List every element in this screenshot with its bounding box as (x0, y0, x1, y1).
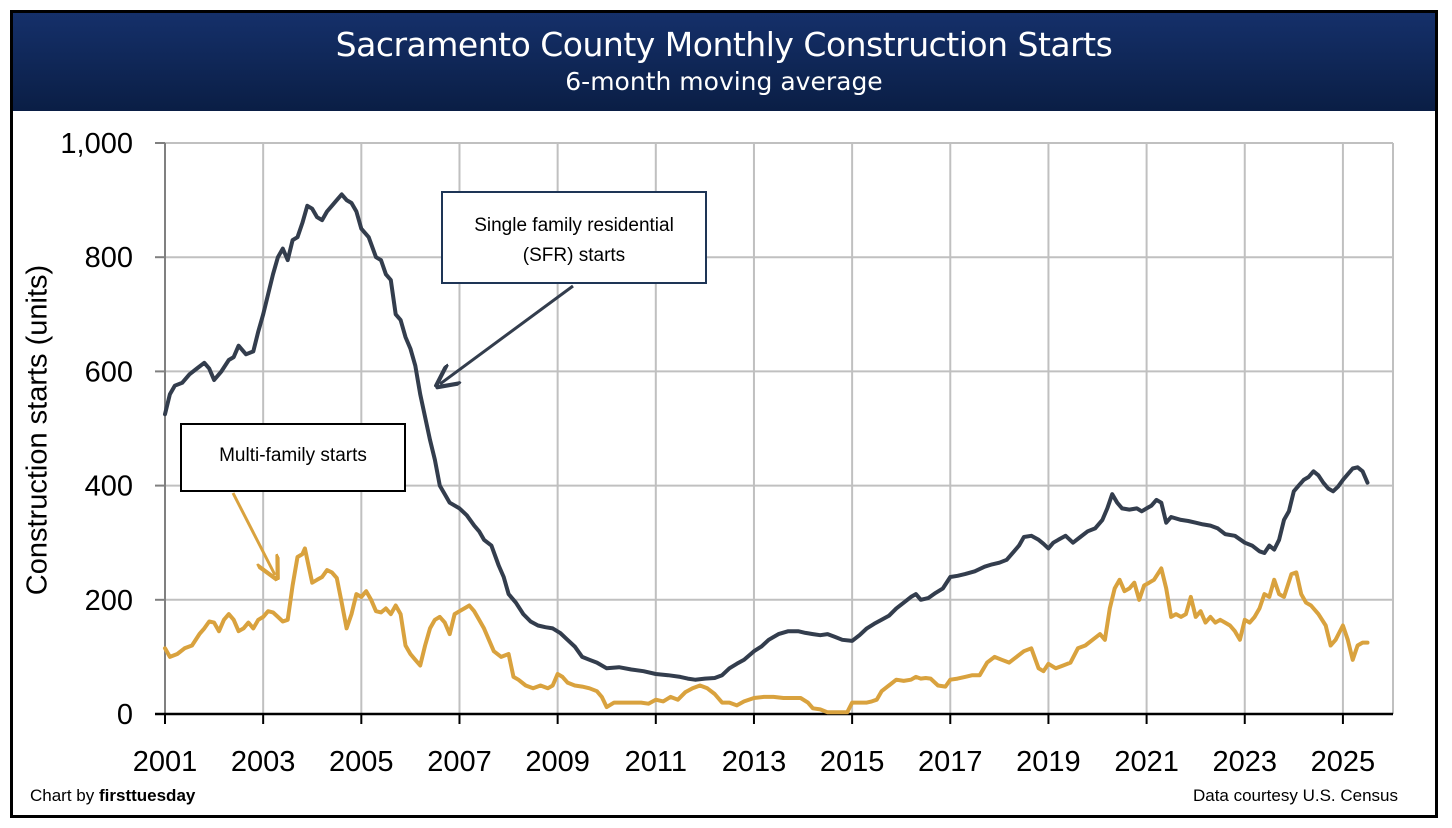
sfr-annotation-line1: Single family residential (474, 215, 674, 236)
x-tick-label: 2003 (231, 746, 296, 778)
x-tick-label: 2019 (1016, 746, 1081, 778)
annotation-arrows (231, 284, 574, 575)
sfr-annotation-box: Single family residential (SFR) starts (441, 191, 707, 284)
x-tick-label: 2011 (625, 746, 687, 778)
sfr-annotation-arrow (440, 284, 574, 384)
data-source: Data courtesy U.S. Census (1192, 786, 1398, 805)
chart-credit: Chart by firsttuesday (30, 786, 195, 806)
y-tick-label: 400 (85, 471, 133, 503)
x-tick-label: 2025 (1311, 746, 1376, 778)
y-tick-label: 1,000 (60, 128, 133, 160)
chart-frame: Sacramento County Monthly Construction S… (10, 10, 1438, 818)
y-tick-label: 0 (117, 699, 133, 731)
mf-annotation-text: Multi-family starts (219, 445, 367, 466)
sfr-series-line (163, 192, 1370, 682)
mf-annotation-arrow (231, 492, 275, 575)
y-tick-label: 800 (85, 242, 133, 274)
x-tick-label: 2017 (918, 746, 983, 778)
x-tick-label: 2015 (820, 746, 885, 778)
multifamily-series-line (163, 546, 1370, 715)
x-tick-label: 2007 (427, 746, 492, 778)
mf-annotation-box: Multi-family starts (180, 423, 406, 492)
title-bar: Sacramento County Monthly Construction S… (13, 13, 1435, 111)
credit-prefix: Chart by (30, 786, 99, 805)
x-tick-label: 2013 (722, 746, 787, 778)
x-tick-label: 2021 (1114, 746, 1179, 778)
y-tick-label: 200 (85, 585, 133, 617)
x-tick-label: 2001 (133, 746, 198, 778)
credit-brand: firsttuesday (98, 786, 196, 805)
y-axis-label: Construction starts (units) (21, 264, 54, 596)
y-tick-label: 600 (85, 356, 133, 388)
chart-title: Sacramento County Monthly Construction S… (335, 25, 1113, 64)
x-tick-label: 2005 (329, 746, 394, 778)
x-tick-label: 2023 (1213, 746, 1278, 778)
axes: 0 200 400 600 800 1,000 2001 2003 2005 2007 2009 20… (60, 128, 1393, 778)
series-group (163, 192, 1370, 715)
sfr-annotation-line2: (SFR) starts (522, 245, 626, 266)
chart-subtitle: 6-month moving average (565, 67, 883, 96)
x-tick-label: 2009 (525, 746, 590, 778)
